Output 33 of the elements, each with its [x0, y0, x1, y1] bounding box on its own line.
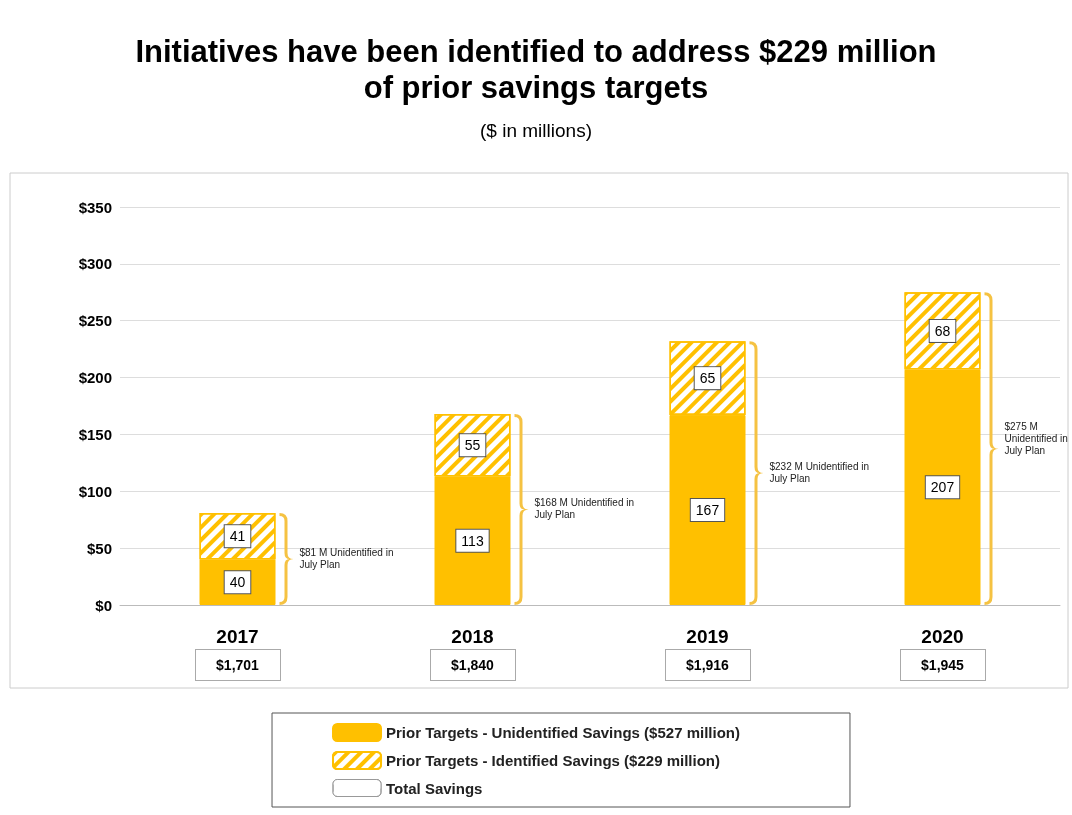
chart-title: Initiatives have been identified to address $229 million of prior savings targets: [135, 33, 937, 105]
x-tick-label: 2019: [686, 626, 729, 647]
annotation: $81 M Unidentified in July Plan: [299, 546, 395, 571]
data-label: 65: [699, 370, 716, 387]
annotation: $168 M Unidentified in July Plan: [534, 497, 635, 522]
data-label: 167: [695, 502, 720, 519]
legend-label: Prior Targets - Unidentified Savings ($527 million): [386, 724, 740, 741]
y-tick-label: $50: [86, 539, 112, 557]
text: $1,840: [429, 649, 516, 681]
x-tick-label: 2020: [921, 626, 964, 647]
chart-subtitle: ($ in millions): [480, 120, 592, 141]
annotation: $232 M Unidentified in July Plan: [769, 461, 870, 486]
y-tick-label: $350: [78, 198, 112, 216]
legend-label: Prior Targets - Identified Savings ($229 million): [386, 752, 720, 769]
y-tick-label: $300: [78, 255, 112, 273]
data-label: 68: [934, 322, 951, 339]
text: $1,916: [664, 649, 751, 681]
y-tick-label: $200: [78, 369, 112, 387]
x-tick-label: 2018: [451, 626, 494, 647]
data-label: 40: [229, 574, 246, 591]
data-label: 207: [930, 479, 955, 496]
annotation: $275 M Unidentified in July Plan: [1004, 420, 1069, 457]
y-tick-label: $0: [95, 596, 112, 614]
text: $1,945: [899, 649, 986, 681]
data-label: 41: [229, 528, 246, 545]
y-tick-label: $100: [78, 482, 112, 500]
y-tick-label: $250: [78, 312, 112, 330]
legend-label: Total Savings: [386, 779, 483, 797]
data-label: 113: [461, 532, 484, 549]
x-tick-label: 2017: [216, 626, 259, 647]
data-label: 55: [464, 437, 481, 454]
text: $1,701: [194, 649, 281, 681]
y-tick-label: $150: [78, 425, 112, 443]
